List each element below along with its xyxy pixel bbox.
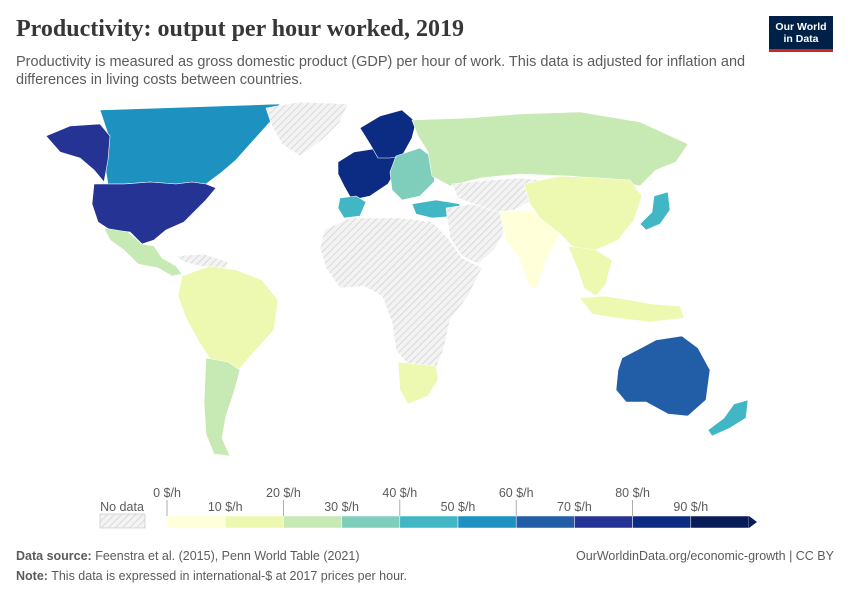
map-region-china[interactable] [523,175,643,251]
map-region-western-europe[interactable] [337,147,401,201]
logo-accent-bar [769,49,833,52]
legend-label-upper-0: 0 $/h [153,486,181,500]
map-region-caribbean[interactable] [175,253,229,269]
owid-logo[interactable]: Our World in Data [769,16,833,52]
url-link[interactable]: OurWorldinData.org/economic-growth | CC … [576,549,834,563]
note-label: Note: [16,569,48,583]
legend-label-lower-1: 30 $/h [324,500,359,514]
logo-line-2: in Data [783,33,819,45]
note-text: This data is expressed in international-… [51,569,407,583]
map-region-australia[interactable] [615,335,711,417]
legend-label-upper-3: 60 $/h [499,486,534,500]
map-region-central-asia[interactable] [451,177,541,213]
legend-bin-5[interactable] [457,515,517,529]
legend-bin-4[interactable] [399,515,459,529]
map-region-alaska[interactable] [45,123,111,183]
legend-bin-2[interactable] [283,515,342,529]
world-map [0,100,850,470]
legend-label-upper-1: 20 $/h [266,486,301,500]
map-region-north-america-north[interactable] [99,103,281,185]
legend-bin-6[interactable] [515,515,575,529]
legend-bin-1[interactable] [224,515,284,529]
map-region-eastern-europe[interactable] [389,147,437,201]
legend-bin-0[interactable] [166,515,226,529]
source-label: Data source: [16,549,92,563]
map-region-africa[interactable] [319,217,483,371]
logo-line-1: Our World [775,21,827,33]
legend-label-lower-4: 90 $/h [673,500,708,514]
map-region-new-zealand[interactable] [707,399,749,437]
legend-bin-3[interactable] [341,515,401,529]
legend-label-upper-4: 80 $/h [615,486,650,500]
map-region-mexico-central-america[interactable] [103,227,183,277]
footer: Data source: Feenstra et al. (2015), Pen… [16,546,834,586]
map-region-russia[interactable] [411,111,689,187]
legend-label-upper-2: 40 $/h [382,486,417,500]
map-region-greenland[interactable] [265,101,349,157]
map-region-scandinavia[interactable] [359,109,417,159]
map-region-japan[interactable] [639,191,671,231]
legend-svg: No data 0 $/h 20 $/h 40 $/h 60 $/h 80 $/h 10 … [99,486,757,529]
map-region-southeast-asia[interactable] [567,245,613,297]
legend-bin-9[interactable] [690,515,750,529]
legend-label-lower-3: 70 $/h [557,500,592,514]
legend-label-lower-2: 50 $/h [441,500,476,514]
source-text: Feenstra et al. (2015), Penn World Table… [95,549,360,563]
no-data-label: No data [100,500,144,514]
map-region-south-america-north[interactable] [177,265,279,375]
map-region-indonesia[interactable] [579,295,685,323]
legend-arrow [749,516,757,528]
map-region-southern-africa[interactable] [397,361,439,405]
chart-title: Productivity: output per hour worked, 20… [16,16,465,42]
legend-bin-7[interactable] [574,515,633,529]
chart-subtitle: Productivity is measured as gross domest… [16,54,746,88]
map-region-south-america-south[interactable] [203,357,241,457]
map-region-iberia[interactable] [337,195,367,219]
world-map-svg [45,101,749,457]
color-legend: No data 0 $/h 20 $/h 40 $/h 60 $/h 80 $/h 10 … [0,480,850,540]
legend-label-lower-0: 10 $/h [208,500,243,514]
no-data-swatch [99,513,146,529]
legend-bin-8[interactable] [632,515,692,529]
